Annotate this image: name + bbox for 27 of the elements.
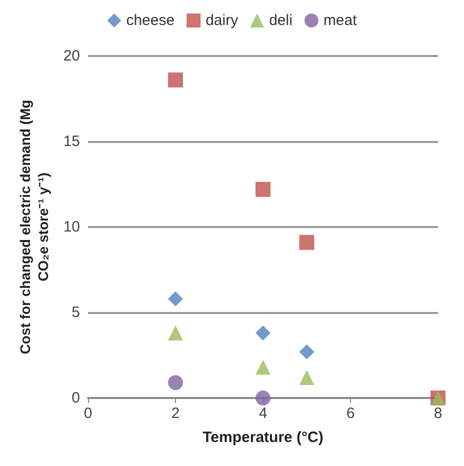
point (256, 360, 270, 375)
point (256, 182, 270, 197)
point (299, 344, 314, 360)
y-tick-label: 15 (63, 133, 80, 150)
y-tick-label: 5 (72, 304, 80, 321)
y-tick-label: 0 (72, 390, 80, 406)
y-tick-label: 10 (63, 218, 80, 236)
x-tick-label: 6 (346, 405, 355, 422)
x-tick-label: 8 (434, 405, 442, 422)
y-tick-label: 20 (63, 48, 80, 64)
point (168, 375, 183, 390)
point (168, 291, 183, 306)
point (168, 326, 183, 341)
legend-label: dairy (206, 12, 239, 29)
point (256, 390, 270, 406)
point (299, 370, 314, 385)
legend-label: cheese (126, 12, 175, 29)
point (168, 72, 183, 88)
legend-label: meat (323, 12, 358, 29)
y-axis-title: Cost for changed electric demand (Mg CO₂e store⁻¹ y⁻¹) (17, 100, 51, 354)
x-tick-label: 0 (84, 405, 92, 422)
x-tick-label: 4 (258, 405, 268, 422)
legend-label: deli (269, 12, 292, 29)
point (256, 326, 270, 341)
point (299, 234, 314, 250)
x-axis-title: Temperature (°C) (202, 429, 324, 446)
x-tick-label: 2 (171, 405, 180, 422)
